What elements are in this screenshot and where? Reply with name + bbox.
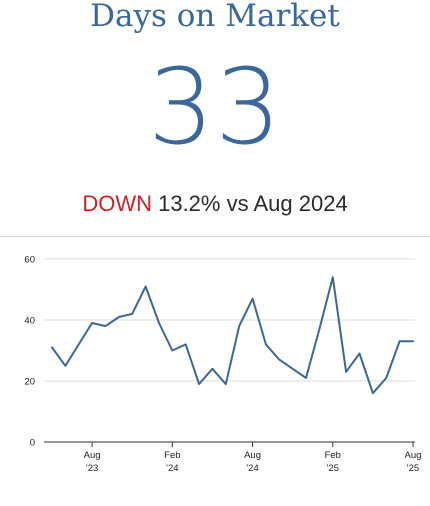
- data-point: [211, 368, 213, 370]
- chart-title: Days on Market: [90, 0, 340, 34]
- x-tick-label-month: Aug: [84, 450, 101, 461]
- data-point: [345, 371, 347, 373]
- x-tick-label-year: '25: [407, 463, 419, 474]
- data-point: [305, 377, 307, 379]
- data-point: [131, 313, 133, 315]
- divider: [0, 236, 430, 237]
- x-tick-label-month: Aug: [405, 450, 422, 461]
- data-point: [252, 298, 254, 300]
- data-point: [385, 377, 387, 379]
- data-point: [265, 343, 267, 345]
- data-point: [278, 359, 280, 361]
- y-tick-label: 0: [30, 438, 35, 449]
- data-point: [292, 368, 294, 370]
- data-point: [145, 285, 147, 287]
- data-point: [412, 340, 414, 342]
- data-point: [158, 322, 160, 324]
- change-text: 13.2% vs Aug 2024: [158, 191, 348, 216]
- y-tick-label: 60: [24, 255, 35, 266]
- data-point: [104, 325, 106, 327]
- y-tick-label: 40: [24, 316, 35, 327]
- x-tick-label-year: '25: [327, 463, 339, 474]
- data-point: [185, 343, 187, 345]
- data-point: [359, 353, 361, 355]
- x-tick-label-year: '24: [166, 463, 178, 474]
- series-line: [51, 276, 414, 395]
- data-point: [51, 346, 53, 348]
- x-tick-label-year: '23: [86, 463, 98, 474]
- x-tick-label-month: Aug: [244, 450, 261, 461]
- x-tick-label-month: Feb: [164, 450, 180, 461]
- data-point: [372, 392, 374, 394]
- data-point: [64, 365, 66, 367]
- y-tick-label: 20: [24, 377, 35, 388]
- x-tick-label-year: '24: [246, 463, 258, 474]
- data-point: [238, 325, 240, 327]
- data-point: [91, 322, 93, 324]
- data-point: [171, 350, 173, 352]
- metric-value: 33: [147, 46, 283, 168]
- data-point: [225, 383, 227, 385]
- data-point: [118, 316, 120, 318]
- data-point: [318, 328, 320, 330]
- data-point: [198, 383, 200, 385]
- data-point: [399, 340, 401, 342]
- line-chart: 0 20 40 60 Aug '23 Feb '24 Aug '24 Feb '25 Aug '25: [24, 255, 422, 475]
- change-summary: DOWN 13.2% vs Aug 2024: [0, 190, 430, 218]
- x-tick-label-month: Feb: [325, 450, 341, 461]
- data-point: [332, 276, 334, 278]
- data-point: [78, 343, 80, 345]
- change-direction: DOWN: [82, 191, 152, 216]
